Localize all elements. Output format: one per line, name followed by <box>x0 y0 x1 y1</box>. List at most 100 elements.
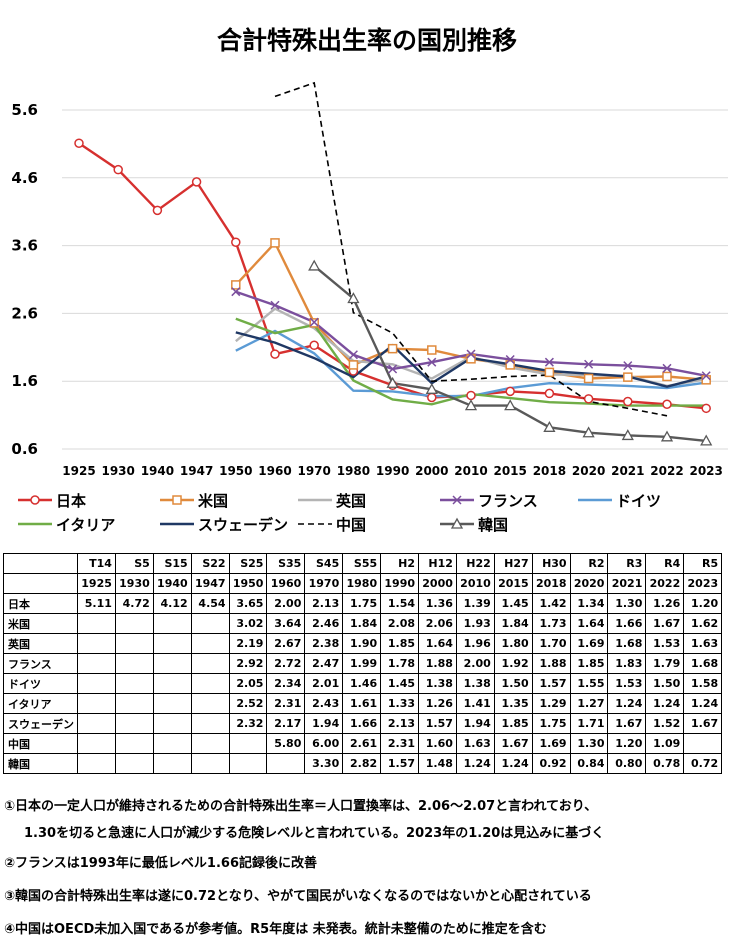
table-cell: 1.78 <box>380 653 420 674</box>
legend-label: スウェーデン <box>198 516 288 534</box>
table-cell: 1925 <box>77 573 116 594</box>
table-cell: 1.68 <box>607 633 647 654</box>
table-cell: 1.48 <box>418 753 457 774</box>
table-cell: 1.75 <box>342 593 382 614</box>
table-cell: 2015 <box>493 573 533 594</box>
table-cell: 1.66 <box>607 613 647 634</box>
table-cell: 1.64 <box>569 613 609 634</box>
table-cell: S5 <box>114 553 154 574</box>
fertility-data-table: T14 S5 S15 S22 S25 S35 S45 S55 H2 H12 H22 H27 H30 R2 R… <box>3 553 723 774</box>
legend-label: イタリア <box>56 516 115 534</box>
table-cell: 2021 <box>607 573 647 594</box>
table-cell: 2.00 <box>455 653 495 674</box>
table-cell: 1.63 <box>455 733 495 754</box>
table-cell: 1.57 <box>418 713 457 734</box>
table-cell: 1.34 <box>569 593 609 614</box>
x-tick-label: 1950 <box>219 464 252 478</box>
series-markers <box>74 138 713 446</box>
table-cell: 2.19 <box>228 633 268 654</box>
table-cell: 2022 <box>645 573 685 594</box>
table-cell: 4.12 <box>152 593 192 614</box>
table-cell <box>228 733 268 754</box>
data-point <box>348 350 358 360</box>
table-cell: 1940 <box>152 573 192 594</box>
table-cell: 1.83 <box>607 653 647 674</box>
table-cell: 2020 <box>569 573 609 594</box>
data-point <box>387 343 398 354</box>
x-tick-label: 2010 <box>454 464 487 478</box>
table-cell: 1.50 <box>645 673 685 694</box>
table-cell: H12 <box>418 553 457 574</box>
table-cell: R5 <box>683 553 723 574</box>
row-label: 中国 <box>3 733 78 754</box>
table-cell: 2.61 <box>342 733 382 754</box>
table-cell: 2010 <box>455 573 495 594</box>
table-cell: 1.35 <box>493 693 533 714</box>
table-cell: S45 <box>304 553 344 574</box>
data-point <box>505 386 515 397</box>
table-cell: 2.17 <box>266 713 306 734</box>
table-cell: 2.31 <box>380 733 420 754</box>
table-row: スウェーデン 2.32 2.17 1.94 1.66 2.13 1.57 1.94 1.85 1.… <box>3 713 723 734</box>
table-cell: 2.38 <box>304 633 344 654</box>
table-cell <box>77 673 116 694</box>
table-cell: 1.45 <box>380 673 420 694</box>
data-point <box>621 429 634 441</box>
data-point <box>583 373 594 384</box>
table-cell <box>190 693 230 714</box>
legend-marker <box>30 495 40 505</box>
table-cell <box>190 613 230 634</box>
table-cell: 1.66 <box>342 713 382 734</box>
table-cell: 1.67 <box>493 733 533 754</box>
table-cell: 1.57 <box>380 753 420 774</box>
table-cell: 2.67 <box>266 633 306 654</box>
table-cell: 1970 <box>304 573 344 594</box>
x-tick-label: 2000 <box>415 464 448 478</box>
table-cell: 1.55 <box>569 673 609 694</box>
table-cell: 1.73 <box>531 613 571 634</box>
table-cell: 1.88 <box>531 653 571 674</box>
table-cell <box>77 753 116 774</box>
table-row: 米国 3.02 3.64 2.46 1.84 2.08 2.06 1.93 1.84 1.73 1.… <box>3 613 723 634</box>
table-cell: 1.67 <box>645 613 685 634</box>
table-cell <box>190 753 230 774</box>
table-cell <box>114 673 154 694</box>
data-point <box>700 434 713 446</box>
data-point <box>386 376 399 388</box>
table-cell: 1.50 <box>493 673 533 694</box>
row-label: 韓国 <box>3 753 78 774</box>
table-cell: 1.69 <box>531 733 571 754</box>
data-point <box>544 388 555 399</box>
table-cell: 1.53 <box>645 633 685 654</box>
data-point <box>660 430 674 442</box>
data-point <box>425 382 438 394</box>
x-tick-label: 1960 <box>258 464 291 478</box>
table-cell: 1.93 <box>455 613 495 634</box>
data-point <box>270 349 280 359</box>
x-tick-label: 2020 <box>572 464 605 478</box>
table-cell <box>77 693 116 714</box>
row-label: ドイツ <box>3 673 78 694</box>
y-tick-label: 4.6 <box>11 169 38 187</box>
data-point <box>113 164 123 175</box>
data-point <box>544 357 554 367</box>
legend-marker <box>450 517 464 529</box>
note-line: ③韓国の合計特殊出生率は遂に0.72となり、やがて国民がいなくなるのではないかと… <box>4 889 592 904</box>
table-cell: H2 <box>380 553 420 574</box>
table-cell: 1.38 <box>418 673 457 694</box>
table-cell: 3.64 <box>266 613 306 634</box>
table-cell: 1.67 <box>607 713 647 734</box>
table-cell: 1.84 <box>342 613 382 634</box>
fertility-rate-chart: 合計特殊出生率の国別推移 5.6 4.6 3.6 2.6 1.6 0.6 1925 1930… <box>11 26 728 534</box>
data-point <box>427 392 437 403</box>
x-axis-tick-labels: 1925 1930 1940 1947 1950 1960 1970 1980 1990 2000… <box>62 464 723 478</box>
row-label: 英国 <box>3 633 78 654</box>
table-cell: 1.24 <box>683 693 723 714</box>
table-cell: 4.72 <box>114 593 154 614</box>
table-cell: 1.96 <box>455 633 495 654</box>
data-point <box>347 292 360 304</box>
data-point <box>701 375 711 385</box>
legend-label: ドイツ <box>616 492 661 510</box>
table-cell: 2000 <box>418 573 457 594</box>
table-cell: 1947 <box>190 573 230 594</box>
